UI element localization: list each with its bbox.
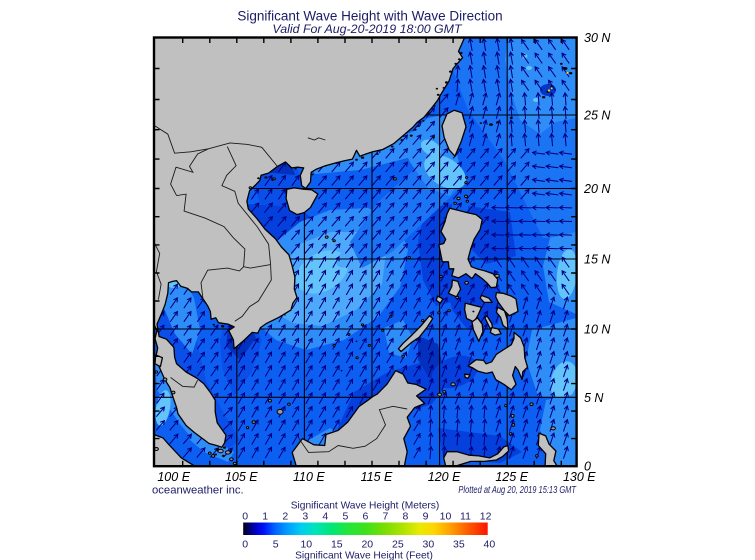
- svg-text:125 E: 125 E: [495, 470, 528, 484]
- svg-text:Significant Wave Height (Meter: Significant Wave Height (Meters): [291, 501, 440, 512]
- svg-text:0: 0: [242, 539, 248, 551]
- svg-text:2: 2: [282, 511, 288, 523]
- svg-text:15: 15: [331, 539, 343, 551]
- svg-text:100 E: 100 E: [157, 470, 190, 484]
- svg-text:25 N: 25 N: [583, 109, 611, 123]
- svg-text:0: 0: [584, 460, 591, 474]
- svg-text:6: 6: [362, 511, 368, 523]
- svg-text:8: 8: [402, 511, 408, 523]
- svg-text:5: 5: [273, 539, 279, 551]
- svg-text:3: 3: [302, 511, 308, 523]
- svg-text:15 N: 15 N: [584, 253, 611, 267]
- svg-text:12: 12: [480, 511, 492, 523]
- svg-text:Plotted at Aug 20, 2019 15:13: Plotted at Aug 20, 2019 15:13 GMT: [458, 484, 576, 495]
- svg-text:Valid For Aug-20-2019 18:00 GM: Valid For Aug-20-2019 18:00 GMT: [272, 22, 463, 36]
- svg-text:30 N: 30 N: [584, 31, 611, 45]
- svg-text:35: 35: [453, 539, 465, 551]
- svg-text:105 E: 105 E: [225, 470, 258, 484]
- svg-text:5: 5: [342, 511, 348, 523]
- svg-text:130 E: 130 E: [563, 470, 596, 484]
- svg-text:20 N: 20 N: [583, 182, 611, 196]
- svg-text:40: 40: [484, 539, 496, 551]
- svg-text:110 E: 110 E: [293, 470, 325, 484]
- svg-text:30: 30: [423, 539, 435, 551]
- svg-text:9: 9: [423, 511, 429, 523]
- svg-text:20: 20: [361, 539, 373, 551]
- svg-text:7: 7: [382, 511, 388, 523]
- svg-text:Significant Wave Height with W: Significant Wave Height with Wave Direct…: [237, 9, 502, 24]
- svg-text:1: 1: [262, 511, 268, 523]
- svg-text:120 E: 120 E: [428, 470, 461, 484]
- svg-text:4: 4: [322, 511, 328, 523]
- svg-text:5 N: 5 N: [584, 391, 604, 405]
- svg-text:10 N: 10 N: [584, 323, 611, 337]
- svg-text:10: 10: [300, 539, 312, 551]
- svg-text:10: 10: [440, 511, 452, 523]
- svg-text:Significant Wave Height (Feet): Significant Wave Height (Feet): [295, 551, 433, 560]
- svg-text:25: 25: [392, 539, 404, 551]
- svg-text:11: 11: [460, 511, 471, 523]
- svg-text:115 E: 115 E: [361, 470, 393, 484]
- svg-text:oceanweather inc.: oceanweather inc.: [152, 485, 244, 497]
- svg-text:0: 0: [242, 511, 248, 523]
